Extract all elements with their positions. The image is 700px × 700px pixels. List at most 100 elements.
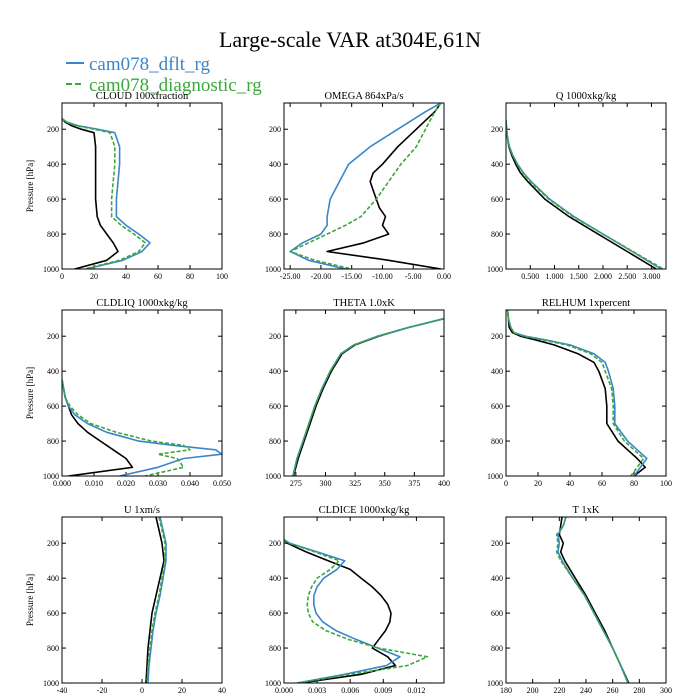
y-tick-label: 400 <box>269 367 281 376</box>
x-tick-label: 0.006 <box>341 686 359 695</box>
y-tick-label: 800 <box>47 437 59 446</box>
series-line-black <box>62 118 119 269</box>
legend: cam078_dflt_rg cam078_diagnostic_rg <box>66 54 262 96</box>
series-line-green <box>292 317 444 476</box>
y-tick-label: 400 <box>491 367 503 376</box>
panel-title: RELHUM 1xpercent <box>542 298 630 309</box>
legend-label-dflt: cam078_dflt_rg <box>89 54 211 75</box>
panel-frame <box>505 102 667 270</box>
y-tick-label: 800 <box>47 230 59 239</box>
x-tick-label: 275 <box>290 479 302 488</box>
y-tick-label: 400 <box>47 160 59 169</box>
x-tick-label: -20 <box>97 686 108 695</box>
panel-title: CLOUD 100xfraction <box>96 91 189 102</box>
series-line-black <box>292 317 444 476</box>
y-tick-label: 600 <box>491 195 503 204</box>
x-tick-label: 350 <box>379 479 391 488</box>
x-tick-label: 0.050 <box>213 479 231 488</box>
y-tick-label: 800 <box>269 437 281 446</box>
panel-frame <box>61 102 223 270</box>
y-tick-label: 600 <box>47 609 59 618</box>
x-tick-label: 240 <box>580 686 592 695</box>
panel-title: Q 1000xkg/kg <box>556 91 617 102</box>
y-tick-label: 200 <box>269 332 281 341</box>
series-line-black <box>326 103 442 269</box>
x-tick-label: 0.020 <box>117 479 135 488</box>
x-tick-label: 0 <box>60 272 64 281</box>
x-tick-label: -40 <box>57 686 68 695</box>
x-tick-label: -10.00 <box>372 272 393 281</box>
panel-frame <box>505 516 667 684</box>
series-line-black <box>284 539 397 683</box>
series-line-green <box>146 517 166 683</box>
x-tick-label: 40 <box>566 479 574 488</box>
x-tick-label: 280 <box>633 686 645 695</box>
y-tick-label: 600 <box>269 609 281 618</box>
y-tick-label: 1000 <box>487 679 503 688</box>
panel-title: CLDLIQ 1000xkg/kg <box>96 298 188 309</box>
panel-title: CLDICE 1000xkg/kg <box>319 505 410 516</box>
x-tick-label: 0.500 <box>521 272 539 281</box>
panel-frame <box>283 516 445 684</box>
x-tick-label: 40 <box>122 272 130 281</box>
x-tick-label: 40 <box>218 686 226 695</box>
y-tick-label: 1000 <box>487 265 503 274</box>
y-tick-label: 600 <box>491 609 503 618</box>
y-tick-label: 1000 <box>265 679 281 688</box>
x-tick-label: 1.000 <box>545 272 563 281</box>
y-tick-label: 1000 <box>265 472 281 481</box>
y-tick-label: 1000 <box>43 679 59 688</box>
x-tick-label: 260 <box>607 686 619 695</box>
y-tick-label: 1000 <box>43 472 59 481</box>
legend-label-diagnostic: cam078_diagnostic_rg <box>89 75 262 96</box>
x-tick-label: 300 <box>660 686 672 695</box>
x-tick-label: 0 <box>504 479 508 488</box>
series-line-blue <box>62 118 151 269</box>
y-tick-label: 600 <box>269 402 281 411</box>
series-group <box>292 317 444 476</box>
x-tick-label: 400 <box>438 479 450 488</box>
series-line-blue <box>284 539 401 683</box>
x-tick-label: 2.000 <box>594 272 612 281</box>
series-line-blue <box>506 310 648 476</box>
panel-frame <box>61 309 223 477</box>
x-tick-label: 0.000 <box>275 686 293 695</box>
y-tick-label: 400 <box>491 574 503 583</box>
y-tick-label: 800 <box>47 644 59 653</box>
x-tick-label: -20.00 <box>311 272 332 281</box>
x-tick-label: 0.000 <box>53 479 71 488</box>
x-tick-label: 80 <box>630 479 638 488</box>
series-line-blue <box>557 517 629 683</box>
y-tick-label: 400 <box>47 367 59 376</box>
series-group <box>506 310 648 476</box>
series-line-blue <box>62 379 222 476</box>
series-line-blue <box>289 103 442 269</box>
series-line-black <box>506 310 647 476</box>
x-tick-label: 100 <box>216 272 228 281</box>
panel-frame <box>283 102 445 270</box>
series-line-blue <box>147 517 167 683</box>
x-tick-label: 100 <box>660 479 672 488</box>
y-axis-label: Pressure [hPa] <box>25 574 35 626</box>
y-tick-label: 200 <box>47 539 59 548</box>
y-tick-label: 400 <box>269 160 281 169</box>
x-tick-label: 220 <box>553 686 565 695</box>
series-group <box>62 118 151 269</box>
y-tick-label: 600 <box>47 195 59 204</box>
x-tick-label: 2.500 <box>618 272 636 281</box>
panel-frame <box>61 516 223 684</box>
y-tick-label: 400 <box>47 574 59 583</box>
y-tick-label: 200 <box>269 125 281 134</box>
panel-2: OMEGA 864xPa/s 200 400 600 800 1000-25.00 -20.… <box>265 91 451 281</box>
series-line-green <box>62 379 191 476</box>
series-line-green <box>555 517 629 683</box>
panel-title: T 1xK <box>573 505 600 516</box>
y-tick-label: 1000 <box>487 472 503 481</box>
series-line-black <box>558 517 630 683</box>
x-tick-label: 0 <box>140 686 144 695</box>
x-tick-label: 180 <box>500 686 512 695</box>
